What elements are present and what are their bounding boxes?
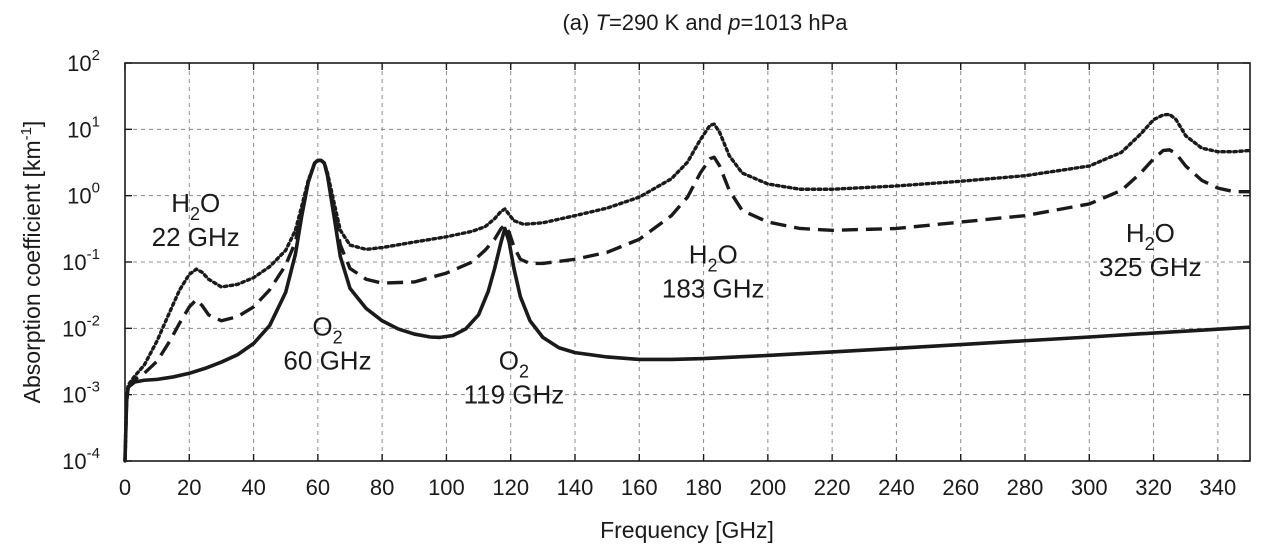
x-tick-label: 200 bbox=[749, 475, 786, 500]
y-axis-title-main: Absorption coefficient [km bbox=[19, 140, 45, 403]
x-tick-label: 340 bbox=[1199, 475, 1236, 500]
y-tick-label: 10-3 bbox=[62, 379, 100, 408]
axes: 0 20 40 60 80 100 120 140 160 180 200 220 240 260 280 3… bbox=[62, 47, 1250, 500]
series-line-dotted bbox=[123, 112, 1252, 463]
x-tick-label: 40 bbox=[241, 475, 265, 500]
annotation-frequency: 325 GHz bbox=[1099, 252, 1202, 282]
chart-title-prefix: (a) bbox=[562, 10, 595, 35]
x-tick-label: 0 bbox=[119, 475, 131, 500]
x-tick-label: 180 bbox=[685, 475, 722, 500]
annotation-species: H2O bbox=[689, 239, 738, 275]
y-axis-title-sup: -1 bbox=[18, 127, 35, 140]
x-tick-label: 20 bbox=[177, 475, 201, 500]
y-tick-label: 100 bbox=[67, 180, 100, 209]
chart-title-suffix: =1013 hPa bbox=[740, 10, 848, 35]
y-axis-title-end: ] bbox=[19, 121, 45, 127]
y-tick-label: 102 bbox=[67, 47, 100, 76]
y-tick-label: 10-2 bbox=[62, 312, 100, 341]
y-tick-label: 10-4 bbox=[62, 445, 100, 474]
y-tick-label: 10-1 bbox=[62, 246, 100, 275]
annotation-species: H2O bbox=[1126, 218, 1175, 254]
x-tick-label: 120 bbox=[492, 475, 529, 500]
x-tick-label: 220 bbox=[814, 475, 851, 500]
chart-title-middle: =290 K and bbox=[609, 10, 728, 35]
annotation-species: O2 bbox=[499, 345, 529, 381]
x-tick-label: 140 bbox=[557, 475, 594, 500]
annotation-frequency: 22 GHz bbox=[152, 222, 240, 252]
y-axis-title: Absorption coefficient [km-1] bbox=[18, 121, 45, 404]
x-tick-label: 320 bbox=[1135, 475, 1172, 500]
chart-title: (a) T=290 K and p=1013 hPa bbox=[562, 10, 848, 35]
x-tick-label: 100 bbox=[428, 475, 465, 500]
annotation-species: H2O bbox=[171, 188, 220, 224]
x-tick-label: 240 bbox=[878, 475, 915, 500]
chart-title-t-symbol: T bbox=[595, 10, 610, 35]
annotation-frequency: 119 GHz bbox=[464, 379, 565, 409]
chart-title-p-symbol: p bbox=[727, 10, 740, 35]
x-tick-label: 300 bbox=[1071, 475, 1108, 500]
x-tick-label: 60 bbox=[306, 475, 330, 500]
annotation-frequency: 183 GHz bbox=[662, 273, 765, 303]
x-tick-label: 160 bbox=[621, 475, 658, 500]
x-tick-label: 260 bbox=[942, 475, 979, 500]
x-tick-label: 80 bbox=[370, 475, 394, 500]
annotation-frequency: 60 GHz bbox=[283, 345, 371, 375]
x-axis-title: Frequency [GHz] bbox=[600, 517, 774, 543]
series-lines bbox=[123, 112, 1252, 463]
series-line-dashed bbox=[123, 148, 1250, 462]
y-tick-label: 101 bbox=[67, 113, 100, 142]
x-tick-label: 280 bbox=[1007, 475, 1044, 500]
series-line-solid bbox=[123, 158, 1251, 462]
annotation-species: O2 bbox=[312, 311, 342, 347]
